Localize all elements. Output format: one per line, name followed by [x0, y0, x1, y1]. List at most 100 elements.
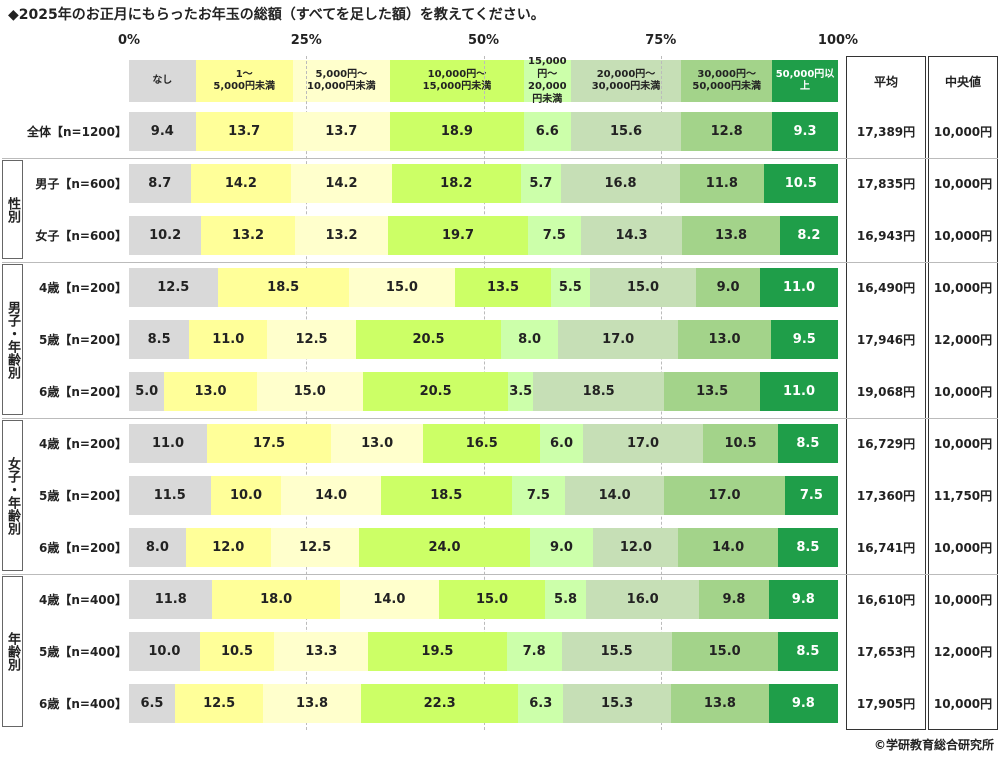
median-value: 10,000円 — [933, 385, 993, 399]
group-bracket — [2, 264, 23, 415]
bar-segment: 11.0 — [760, 372, 838, 411]
bar-segment: 8.5 — [777, 528, 838, 567]
bar-segment: 7.5 — [511, 476, 566, 515]
bar-segment: 13.5 — [664, 372, 760, 411]
bar-segment: 9.8 — [768, 580, 838, 619]
bar-segment: 13.0 — [678, 320, 771, 359]
mean-value: 19,068円 — [856, 385, 916, 399]
mean-value: 16,741円 — [856, 541, 916, 555]
bar-segment: 14.0 — [339, 580, 439, 619]
row-label: 5歳【n=400】 — [39, 645, 127, 659]
median-value: 10,000円 — [933, 437, 993, 451]
bar-segment: 10.0 — [129, 632, 200, 671]
bar-segment: 10.0 — [210, 476, 282, 515]
bar-segment: 10.5 — [763, 164, 838, 203]
bar-segment: 17.5 — [206, 424, 332, 463]
median-value: 10,000円 — [933, 697, 993, 711]
axis-tick-label: 100% — [817, 33, 859, 48]
bar-segment: 14.0 — [281, 476, 381, 515]
median-value: 10,000円 — [933, 177, 993, 191]
legend-header-cell: 15,000円～ 20,000円未満 — [523, 56, 571, 105]
legend-header-cell: 5,000円～ 10,000円未満 — [292, 60, 390, 102]
bar-segment: 16.5 — [423, 424, 541, 463]
group-label: 性別 — [5, 196, 20, 223]
bar-segment: 13.2 — [294, 216, 389, 255]
median-value: 12,000円 — [933, 645, 993, 659]
bar-segment: 15.5 — [561, 632, 672, 671]
bar-segment: 8.2 — [779, 216, 838, 255]
group-label: 女子・年齢別 — [5, 456, 20, 535]
bar-segment: 8.5 — [129, 320, 190, 359]
bar-segment: 3.5 — [508, 372, 534, 411]
row-label: 男子【n=600】 — [35, 177, 127, 191]
bar-segment: 8.0 — [129, 528, 186, 567]
bar-segment: 12.5 — [267, 320, 356, 359]
mean-value: 17,905円 — [856, 697, 916, 711]
bar-segment: 13.8 — [682, 216, 780, 255]
legend-header-cell: 30,000円～ 50,000円未満 — [681, 60, 773, 102]
bar-segment: 15.3 — [563, 684, 672, 723]
bar-segment: 18.5 — [217, 268, 349, 307]
bar-segment: 5.5 — [550, 268, 590, 307]
bar-segment: 13.8 — [263, 684, 361, 723]
group-label: 年齢別 — [5, 632, 20, 671]
bar-segment: 7.5 — [784, 476, 838, 515]
bar-segment: 19.5 — [368, 632, 507, 671]
mean-column-box — [846, 56, 926, 730]
bar-segment: 10.5 — [199, 632, 275, 671]
bar-segment: 15.0 — [438, 580, 546, 619]
legend-header-cell: 10,000円～ 15,000円未満 — [389, 60, 524, 102]
bar-segment: 6.5 — [129, 684, 175, 723]
bar-segment: 14.0 — [678, 528, 778, 567]
bar-segment: 11.5 — [129, 476, 211, 515]
bar-segment: 9.0 — [529, 528, 594, 567]
group-separator — [2, 157, 998, 159]
bar-segment: 19.7 — [388, 216, 528, 255]
bar-segment: 12.5 — [270, 528, 360, 567]
bar-segment: 12.5 — [129, 268, 218, 307]
median-column-box — [928, 56, 998, 730]
bar-segment: 13.0 — [164, 372, 257, 411]
bar-segment: 9.8 — [699, 580, 769, 619]
copyright-footer: ©学研教育総合研究所 — [873, 738, 994, 752]
bar-segment: 8.0 — [501, 320, 558, 359]
bar-segment: 11.0 — [189, 320, 268, 359]
row-label: 6歳【n=200】 — [39, 541, 127, 555]
axis-tick-label: 75% — [645, 33, 677, 48]
median-value: 10,000円 — [933, 541, 993, 555]
bar-segment: 5.0 — [129, 372, 165, 411]
mean-value: 16,490円 — [856, 281, 916, 295]
bar-segment: 9.4 — [129, 112, 196, 151]
axis-tick-label: 0% — [117, 33, 141, 48]
bar-segment: 14.2 — [190, 164, 292, 203]
bar-segment: 12.0 — [593, 528, 679, 567]
bar-segment: 8.5 — [777, 632, 838, 671]
bar-segment: 14.0 — [565, 476, 665, 515]
bar-segment: 16.0 — [586, 580, 700, 619]
bar-segment: 8.5 — [777, 424, 838, 463]
bar-segment: 5.8 — [545, 580, 587, 619]
legend-header-cell: 50,000円以上 — [772, 60, 838, 102]
bar-segment: 10.2 — [129, 216, 202, 255]
bar-segment: 18.2 — [391, 164, 521, 203]
bar-segment: 15.6 — [570, 112, 682, 151]
axis-tick-label: 25% — [290, 33, 322, 48]
bar-segment: 7.5 — [527, 216, 581, 255]
bar-segment: 11.8 — [680, 164, 764, 203]
bar-segment: 7.8 — [506, 632, 562, 671]
bar-segment: 14.2 — [291, 164, 392, 203]
mean-value: 17,389円 — [856, 125, 916, 139]
group-bracket — [2, 160, 23, 259]
row-label: 4歳【n=200】 — [39, 437, 127, 451]
bar-segment: 18.5 — [533, 372, 665, 411]
bar-segment: 5.7 — [520, 164, 562, 203]
group-separator — [2, 261, 998, 263]
bar-segment: 18.5 — [380, 476, 512, 515]
bar-segment: 20.5 — [362, 372, 509, 411]
median-header: 中央値 — [930, 60, 996, 102]
bar-segment: 11.0 — [760, 268, 838, 307]
bar-segment: 10.5 — [703, 424, 778, 463]
median-value: 10,000円 — [933, 125, 993, 139]
bar-segment: 6.6 — [523, 112, 571, 151]
